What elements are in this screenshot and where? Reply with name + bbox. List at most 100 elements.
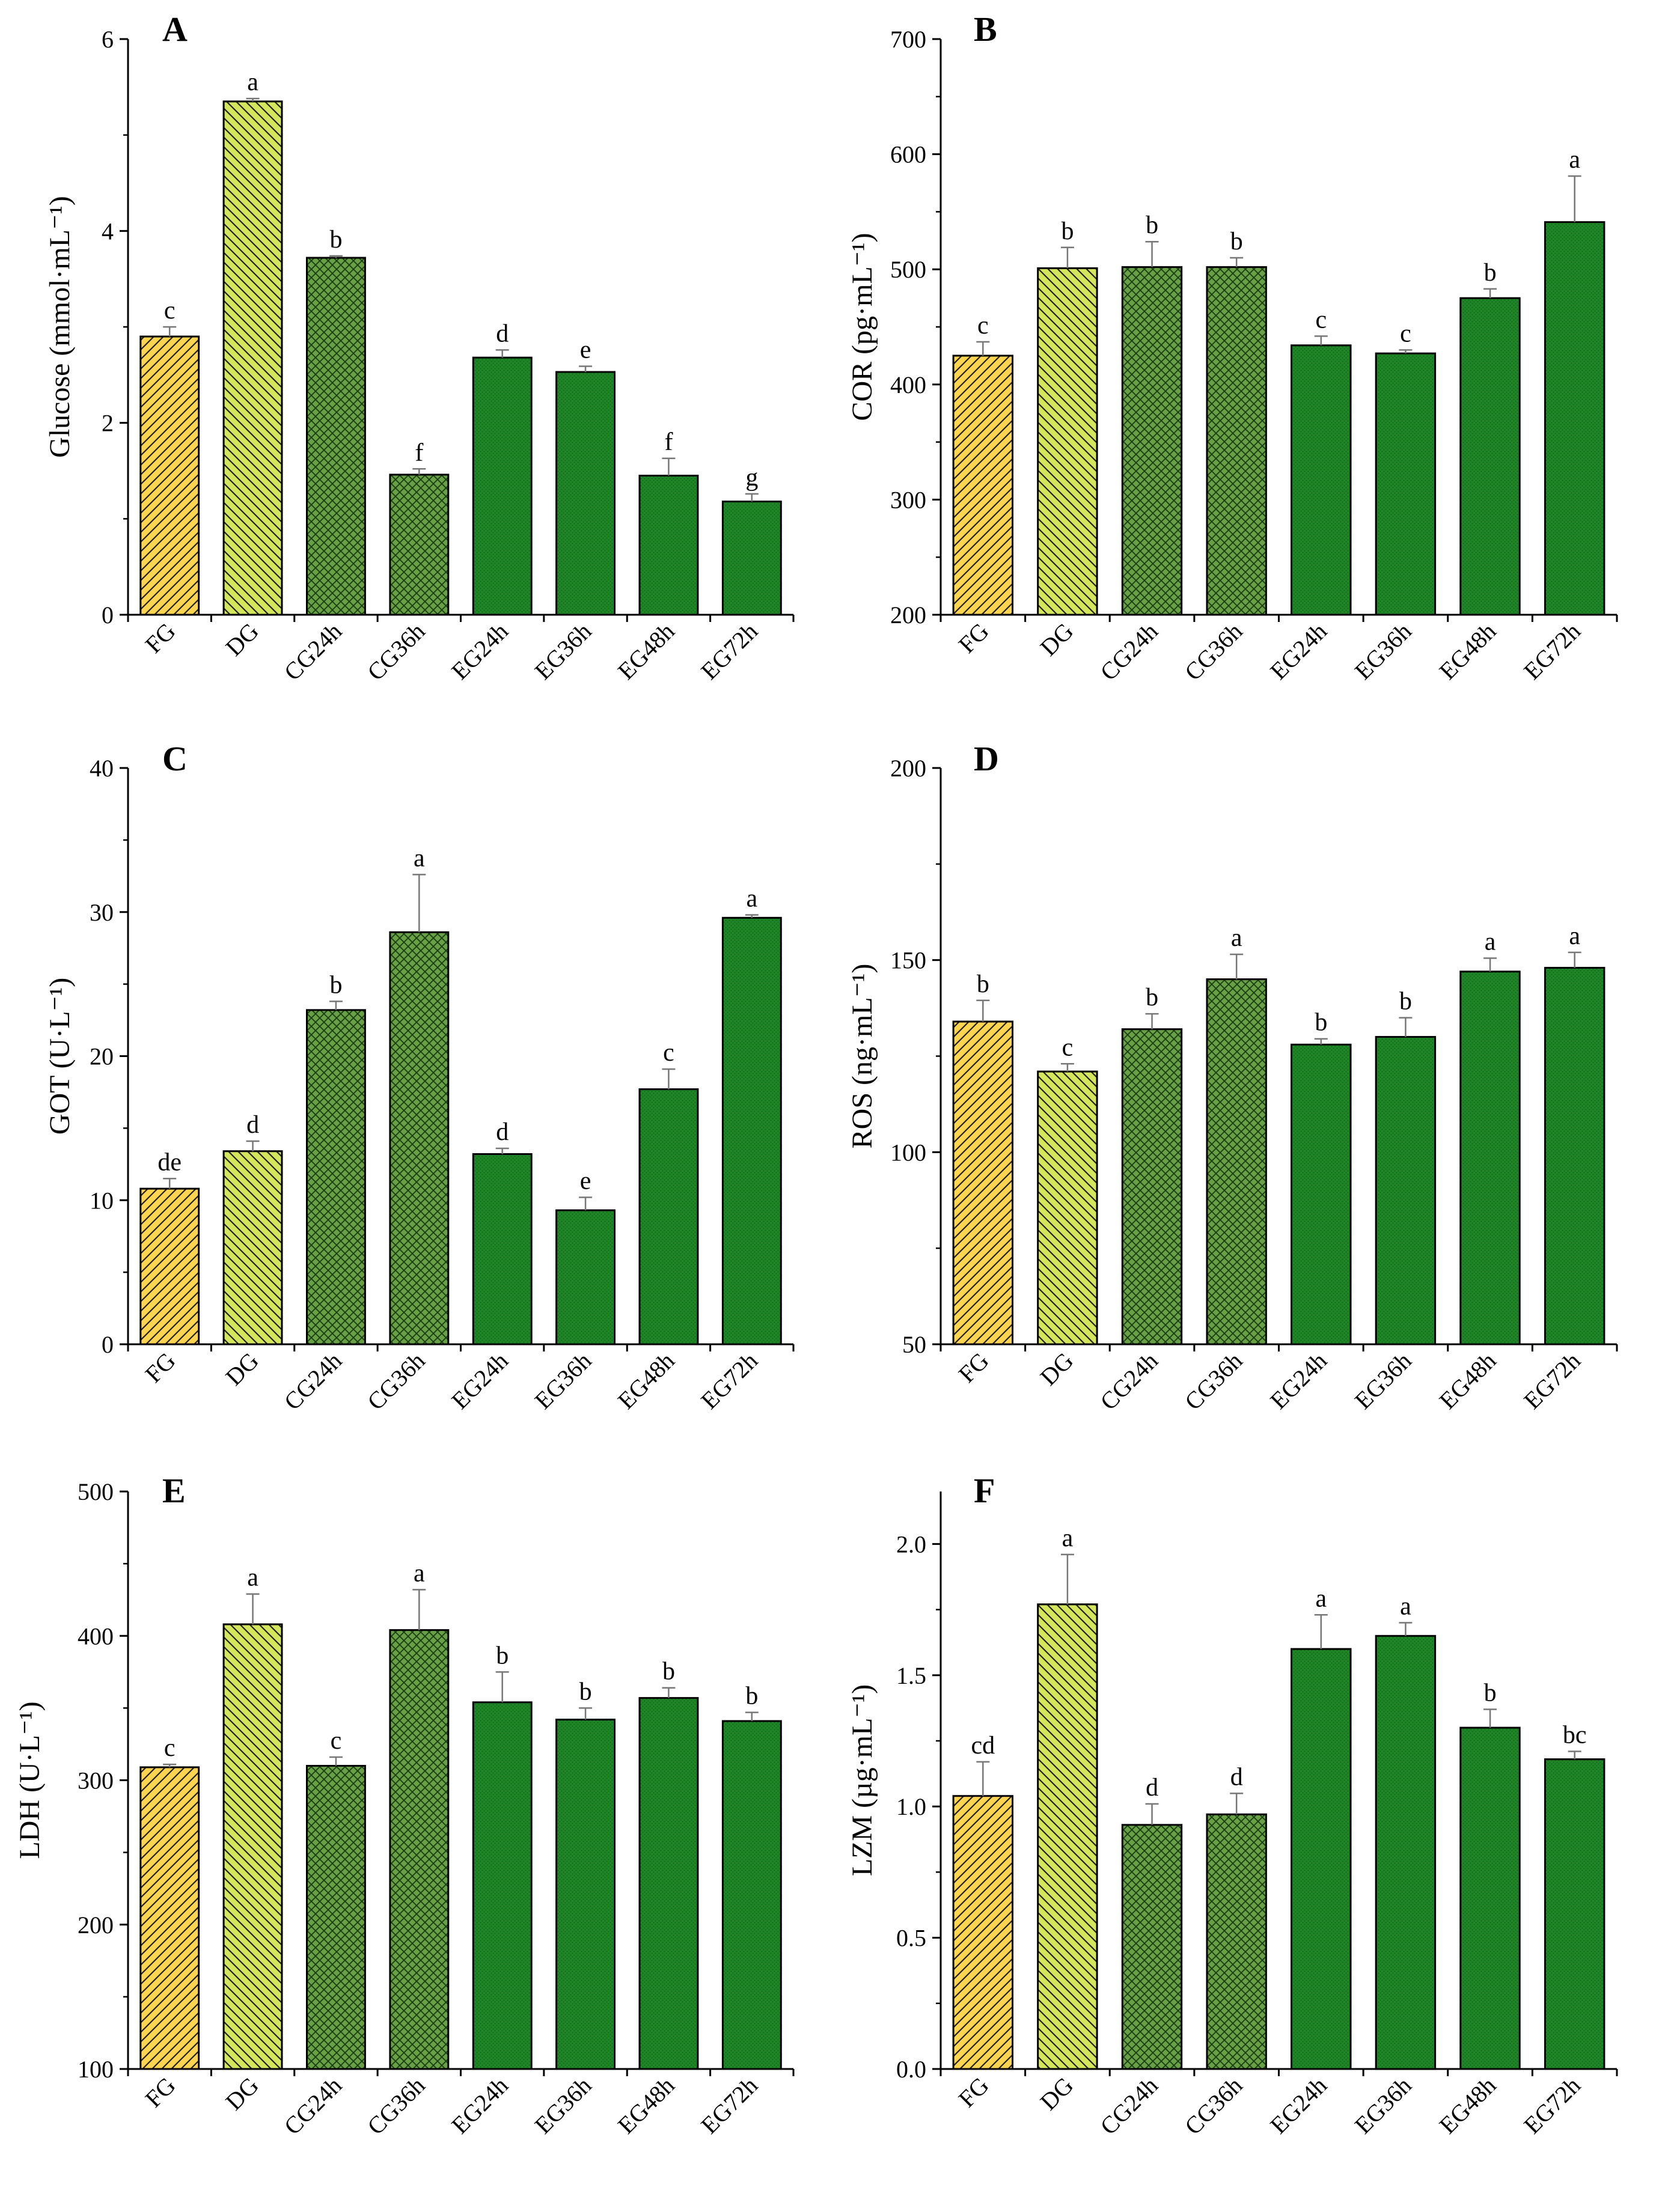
bar-f-eg72h bbox=[1544, 1758, 1605, 2070]
y-tick-label: 100 bbox=[78, 2056, 114, 2083]
category-label: CG36h bbox=[1179, 1347, 1248, 1416]
significance-label: d bbox=[1230, 1763, 1243, 1791]
category-label: CG36h bbox=[1179, 2072, 1248, 2140]
significance-label: a bbox=[1062, 1525, 1074, 1552]
panel-label: B bbox=[974, 10, 997, 49]
bar-b-dg bbox=[1037, 267, 1098, 616]
y-tick-label: 20 bbox=[90, 1043, 114, 1070]
y-tick-label: 200 bbox=[78, 1912, 114, 1939]
y-axis-title: LDH (U·L⁻¹) bbox=[14, 1701, 46, 1859]
y-tick-label: 4 bbox=[102, 218, 114, 245]
bar-c-eg36h bbox=[555, 1209, 616, 1345]
category-label: EG72h bbox=[695, 618, 763, 685]
significance-label: a bbox=[1400, 1592, 1411, 1620]
significance-label: d bbox=[246, 1111, 259, 1139]
y-tick-label: 300 bbox=[78, 1767, 114, 1794]
significance-label: c bbox=[1062, 1034, 1074, 1061]
bar-a-eg48h bbox=[638, 475, 699, 616]
significance-label: c bbox=[663, 1039, 674, 1067]
panel-label: E bbox=[162, 1471, 186, 1510]
category-label: FG bbox=[953, 2072, 994, 2113]
significance-label: d bbox=[1146, 1774, 1158, 1802]
significance-label: de bbox=[157, 1148, 182, 1176]
category-label: EG36h bbox=[1349, 1347, 1417, 1415]
y-axis-title: GOT (U·L⁻¹) bbox=[44, 978, 76, 1135]
category-label: EG24h bbox=[1265, 2072, 1332, 2139]
bar-e-dg bbox=[222, 1623, 283, 2070]
significance-label: c bbox=[164, 1734, 176, 1762]
category-label: DG bbox=[1035, 2072, 1079, 2116]
significance-label: c bbox=[977, 312, 989, 340]
bar-a-cg36h bbox=[389, 474, 450, 616]
y-axis-title: LZM (µg·mL⁻¹) bbox=[846, 1684, 878, 1876]
y-tick-label: 2.0 bbox=[896, 1531, 926, 1558]
bar-f-eg36h bbox=[1375, 1635, 1437, 2070]
category-label: EG24h bbox=[1265, 1347, 1332, 1415]
significance-label: b bbox=[1146, 212, 1158, 239]
category-label: CG24h bbox=[279, 2072, 347, 2140]
bar-f-cg24h bbox=[1121, 1824, 1183, 2070]
bar-c-dg bbox=[222, 1150, 283, 1345]
bar-b-cg36h bbox=[1206, 266, 1267, 616]
category-label: DG bbox=[220, 618, 264, 662]
category-label: EG72h bbox=[1518, 2072, 1586, 2139]
category-label: EG24h bbox=[446, 1347, 513, 1415]
significance-label: a bbox=[746, 885, 757, 913]
bar-e-eg72h bbox=[721, 1720, 782, 2070]
category-label: EG72h bbox=[695, 2072, 763, 2139]
bar-c-cg36h bbox=[389, 931, 450, 1345]
category-label: CG36h bbox=[362, 1347, 430, 1416]
significance-label: a bbox=[1569, 922, 1580, 950]
significance-label: b bbox=[1230, 228, 1243, 255]
significance-label: c bbox=[164, 297, 176, 324]
panel-f: cd FG a DG d CG24h d CG36h a EG24h a EG36h b EG48h bc E… bbox=[846, 1471, 1618, 2140]
panel-label: D bbox=[974, 739, 999, 778]
category-label: EG36h bbox=[530, 2072, 597, 2139]
bar-f-eg24h bbox=[1291, 1648, 1352, 2070]
bar-d-fg bbox=[952, 1020, 1013, 1345]
bar-c-eg24h bbox=[472, 1153, 533, 1345]
significance-label: c bbox=[331, 1727, 342, 1755]
bar-a-cg24h bbox=[306, 257, 366, 616]
y-tick-label: 0.0 bbox=[896, 2056, 926, 2083]
category-label: EG72h bbox=[1518, 618, 1586, 685]
significance-label: f bbox=[664, 428, 673, 456]
bar-a-fg bbox=[139, 335, 200, 616]
significance-label: a bbox=[247, 69, 258, 96]
significance-label: b bbox=[329, 971, 342, 999]
category-label: EG48h bbox=[1434, 1347, 1501, 1415]
bar-b-eg72h bbox=[1544, 221, 1605, 616]
category-label: EG36h bbox=[530, 1347, 597, 1415]
bar-b-eg48h bbox=[1459, 297, 1521, 616]
significance-label: f bbox=[415, 439, 423, 466]
significance-label: b bbox=[1399, 988, 1412, 1016]
bar-d-cg36h bbox=[1206, 978, 1267, 1345]
significance-label: b bbox=[496, 1642, 509, 1669]
bar-f-fg bbox=[952, 1795, 1013, 2070]
bar-e-fg bbox=[139, 1766, 200, 2070]
y-tick-label: 400 bbox=[78, 1622, 114, 1650]
significance-label: a bbox=[414, 844, 425, 872]
y-tick-label: 500 bbox=[890, 256, 926, 283]
category-label: FG bbox=[140, 618, 181, 659]
y-tick-label: 0.5 bbox=[896, 1925, 926, 1952]
panel-b: c FG b DG b CG24h b CG36h c EG24h c EG36h b EG48h a EG7… bbox=[846, 10, 1618, 686]
significance-label: b bbox=[1315, 1009, 1327, 1037]
significance-label: a bbox=[1569, 146, 1580, 174]
panel-label: A bbox=[162, 10, 188, 49]
bar-e-eg24h bbox=[472, 1701, 533, 2070]
significance-label: b bbox=[1484, 1680, 1497, 1707]
panel-a: c FG a DG b CG24h f CG36h d EG24h e EG36h f EG48h g EG7… bbox=[44, 10, 795, 686]
bar-d-cg24h bbox=[1121, 1028, 1183, 1345]
panel-label: F bbox=[974, 1471, 995, 1510]
y-axis-title: ROS (ng·mL⁻¹) bbox=[846, 964, 878, 1149]
category-label: DG bbox=[1035, 618, 1079, 662]
category-label: DG bbox=[1035, 1347, 1079, 1391]
significance-label: d bbox=[496, 320, 509, 347]
bar-d-dg bbox=[1037, 1070, 1098, 1345]
category-label: EG72h bbox=[1518, 1347, 1586, 1415]
significance-label: b bbox=[977, 970, 989, 998]
significance-label: a bbox=[1485, 928, 1496, 956]
y-axis-title: Glucose (mmol·mL⁻¹) bbox=[44, 196, 76, 458]
y-tick-label: 2 bbox=[102, 410, 114, 437]
